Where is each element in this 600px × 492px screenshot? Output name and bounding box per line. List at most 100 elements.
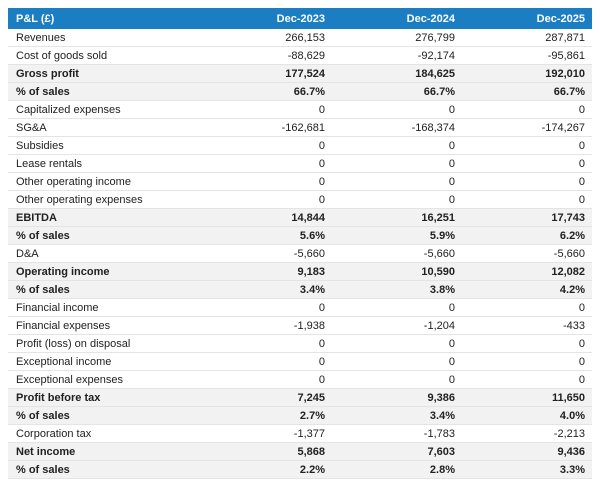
row-label: % of sales [8,460,202,479]
row-label: Exceptional expenses [8,370,202,389]
row-label: % of sales [8,82,202,101]
table-row: % of sales 2.2% 2.8% 3.3% [8,460,592,479]
value-dec-2024: 66.7% [332,82,462,101]
value-dec-2024: -1,204 [332,316,462,335]
header-row: P&L (£) Dec-2023 Dec-2024 Dec-2025 [8,8,592,29]
row-label: Gross profit [8,64,202,83]
table-row: Exceptional expenses 0 0 0 [8,370,592,389]
row-label: SG&A [8,118,202,137]
value-dec-2023: 7,245 [202,388,332,407]
value-dec-2025: 287,871 [462,29,592,47]
value-dec-2023: 0 [202,136,332,155]
row-label: Net income [8,442,202,461]
value-dec-2025: 3.3% [462,460,592,479]
row-label: Other operating expenses [8,190,202,209]
table-row: Net income 5,868 7,603 9,436 [8,442,592,461]
row-label: EBITDA [8,208,202,227]
value-dec-2023: -1,377 [202,424,332,443]
row-label: Profit (loss) on disposal [8,334,202,353]
value-dec-2023: 2.2% [202,460,332,479]
value-dec-2025: -95,861 [462,46,592,65]
value-dec-2025: 4.0% [462,406,592,425]
value-dec-2025: 0 [462,298,592,317]
value-dec-2024: 184,625 [332,64,462,83]
table-row: % of sales 66.7% 66.7% 66.7% [8,82,592,101]
header-cell-dec-2024: Dec-2024 [332,8,462,29]
value-dec-2023: 5.6% [202,226,332,245]
pnl-table: P&L (£) Dec-2023 Dec-2024 Dec-2025 Reven… [8,8,592,479]
value-dec-2023: 5,868 [202,442,332,461]
value-dec-2024: 0 [332,334,462,353]
value-dec-2023: 0 [202,352,332,371]
value-dec-2023: 3.4% [202,280,332,299]
value-dec-2025: -5,660 [462,244,592,263]
value-dec-2023: -5,660 [202,244,332,263]
row-label: Lease rentals [8,154,202,173]
value-dec-2024: 0 [332,172,462,191]
value-dec-2023: 9,183 [202,262,332,281]
table-row: Lease rentals 0 0 0 [8,154,592,173]
table-row: Other operating income 0 0 0 [8,172,592,191]
value-dec-2023: 266,153 [202,29,332,47]
row-label: Subsidies [8,136,202,155]
row-label: Cost of goods sold [8,46,202,65]
value-dec-2025: 4.2% [462,280,592,299]
value-dec-2023: 0 [202,370,332,389]
value-dec-2024: 0 [332,100,462,119]
value-dec-2023: 0 [202,334,332,353]
table-row: Capitalized expenses 0 0 0 [8,100,592,119]
value-dec-2024: 9,386 [332,388,462,407]
value-dec-2025: 0 [462,136,592,155]
value-dec-2025: -433 [462,316,592,335]
value-dec-2023: 0 [202,190,332,209]
value-dec-2023: 66.7% [202,82,332,101]
value-dec-2025: 192,010 [462,64,592,83]
value-dec-2025: 0 [462,370,592,389]
value-dec-2025: 0 [462,334,592,353]
value-dec-2025: 11,650 [462,388,592,407]
row-label: Operating income [8,262,202,281]
value-dec-2024: 3.4% [332,406,462,425]
row-label: Financial expenses [8,316,202,335]
row-label: % of sales [8,280,202,299]
table-row: Gross profit 177,524 184,625 192,010 [8,64,592,83]
row-label: Revenues [8,29,202,47]
table-row: % of sales 5.6% 5.9% 6.2% [8,226,592,245]
table-row: Subsidies 0 0 0 [8,136,592,155]
value-dec-2023: 2.7% [202,406,332,425]
row-label: % of sales [8,226,202,245]
value-dec-2025: 0 [462,352,592,371]
table-row: Financial expenses -1,938 -1,204 -433 [8,316,592,335]
value-dec-2025: 0 [462,154,592,173]
pnl-table-body: Revenues 266,153 276,799 287,871 Cost of… [8,29,592,479]
table-row: Cost of goods sold -88,629 -92,174 -95,8… [8,46,592,65]
table-row: D&A -5,660 -5,660 -5,660 [8,244,592,263]
header-cell-dec-2023: Dec-2023 [202,8,332,29]
table-row: % of sales 2.7% 3.4% 4.0% [8,406,592,425]
table-row: Profit before tax 7,245 9,386 11,650 [8,388,592,407]
value-dec-2023: 177,524 [202,64,332,83]
table-row: Revenues 266,153 276,799 287,871 [8,29,592,47]
value-dec-2025: 66.7% [462,82,592,101]
table-row: Exceptional income 0 0 0 [8,352,592,371]
row-label: Corporation tax [8,424,202,443]
value-dec-2025: 17,743 [462,208,592,227]
row-label: Other operating income [8,172,202,191]
table-row: % of sales 3.4% 3.8% 4.2% [8,280,592,299]
value-dec-2025: 0 [462,190,592,209]
value-dec-2023: 14,844 [202,208,332,227]
value-dec-2024: 276,799 [332,29,462,47]
value-dec-2024: 0 [332,298,462,317]
value-dec-2023: 0 [202,154,332,173]
value-dec-2024: 0 [332,352,462,371]
row-label: % of sales [8,406,202,425]
value-dec-2024: 2.8% [332,460,462,479]
value-dec-2023: 0 [202,172,332,191]
table-row: SG&A -162,681 -168,374 -174,267 [8,118,592,137]
table-row: EBITDA 14,844 16,251 17,743 [8,208,592,227]
value-dec-2023: -88,629 [202,46,332,65]
table-row: Profit (loss) on disposal 0 0 0 [8,334,592,353]
row-label: Exceptional income [8,352,202,371]
value-dec-2025: 9,436 [462,442,592,461]
value-dec-2023: -1,938 [202,316,332,335]
